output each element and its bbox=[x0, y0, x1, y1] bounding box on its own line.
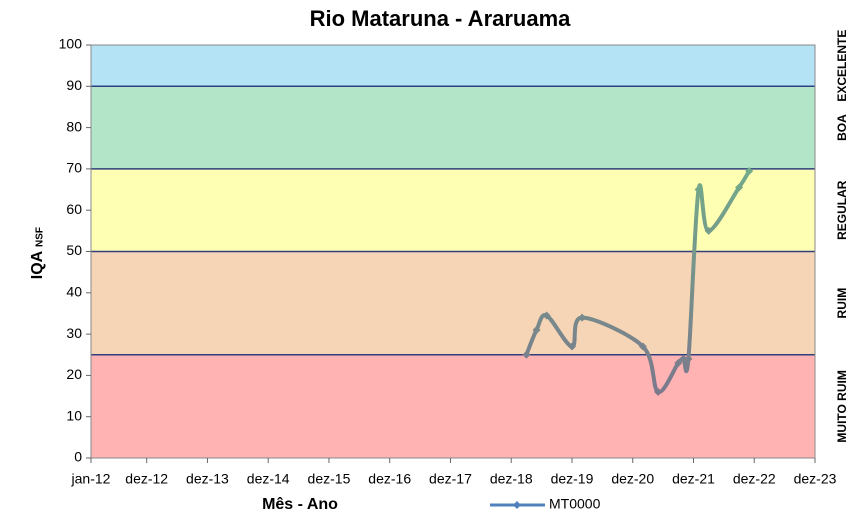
y-tick-label: 90 bbox=[66, 77, 82, 93]
data-point bbox=[522, 350, 531, 359]
x-tick-label: dez-13 bbox=[186, 471, 229, 487]
data-point bbox=[704, 226, 713, 235]
y-tick-label: 80 bbox=[66, 118, 82, 134]
x-tick-label: dez-18 bbox=[490, 471, 533, 487]
x-tick-label: dez-20 bbox=[611, 471, 654, 487]
band-label: BOA bbox=[835, 114, 849, 141]
data-point bbox=[654, 387, 663, 396]
x-tick-label: dez-15 bbox=[308, 471, 351, 487]
x-tick-label: dez-23 bbox=[794, 471, 837, 487]
y-tick-label: 0 bbox=[74, 449, 82, 465]
x-tick-label: dez-21 bbox=[672, 471, 715, 487]
data-point bbox=[567, 342, 576, 351]
band bbox=[91, 251, 815, 355]
x-tick-label: jan-12 bbox=[71, 471, 111, 487]
y-axis-label: IQA bbox=[29, 250, 46, 279]
y-tick-label: 10 bbox=[66, 407, 82, 423]
y-tick-label: 50 bbox=[66, 242, 82, 258]
legend-label: MT0000 bbox=[549, 496, 601, 512]
x-tick-label: dez-17 bbox=[429, 471, 472, 487]
band-label: REGULAR bbox=[835, 180, 849, 240]
y-tick-label: 20 bbox=[66, 366, 82, 382]
y-tick-label: 60 bbox=[66, 201, 82, 217]
x-axis-label: Mês - Ano bbox=[262, 496, 338, 513]
data-point bbox=[679, 354, 688, 363]
data-point bbox=[745, 166, 754, 175]
band bbox=[91, 45, 815, 87]
x-tick-label: dez-19 bbox=[551, 471, 594, 487]
data-point bbox=[542, 311, 551, 320]
data-point bbox=[578, 313, 587, 322]
band-label: MUITO RUIM bbox=[835, 370, 849, 442]
data-point bbox=[694, 185, 703, 194]
y-tick-label: 30 bbox=[66, 325, 82, 341]
chart-title: Rio Mataruna - Araruama bbox=[310, 6, 572, 31]
data-point bbox=[532, 325, 541, 334]
y-tick-label: 40 bbox=[66, 284, 82, 300]
band-label: EXCELENTE bbox=[835, 30, 849, 102]
legend-marker bbox=[513, 501, 521, 509]
data-point bbox=[638, 342, 647, 351]
band-label: RUIM bbox=[835, 288, 849, 319]
y-axis-label-sub: NSF bbox=[35, 227, 46, 247]
x-tick-label: dez-22 bbox=[733, 471, 776, 487]
band bbox=[91, 168, 815, 252]
y-tick-label: 100 bbox=[59, 36, 83, 52]
band bbox=[91, 354, 815, 458]
data-point bbox=[735, 183, 744, 192]
x-tick-label: dez-14 bbox=[247, 471, 290, 487]
data-point bbox=[684, 354, 693, 363]
x-tick-label: dez-12 bbox=[125, 471, 168, 487]
data-point bbox=[674, 359, 683, 368]
x-tick-label: dez-16 bbox=[368, 471, 411, 487]
band bbox=[91, 86, 815, 169]
y-tick-label: 70 bbox=[66, 160, 82, 176]
